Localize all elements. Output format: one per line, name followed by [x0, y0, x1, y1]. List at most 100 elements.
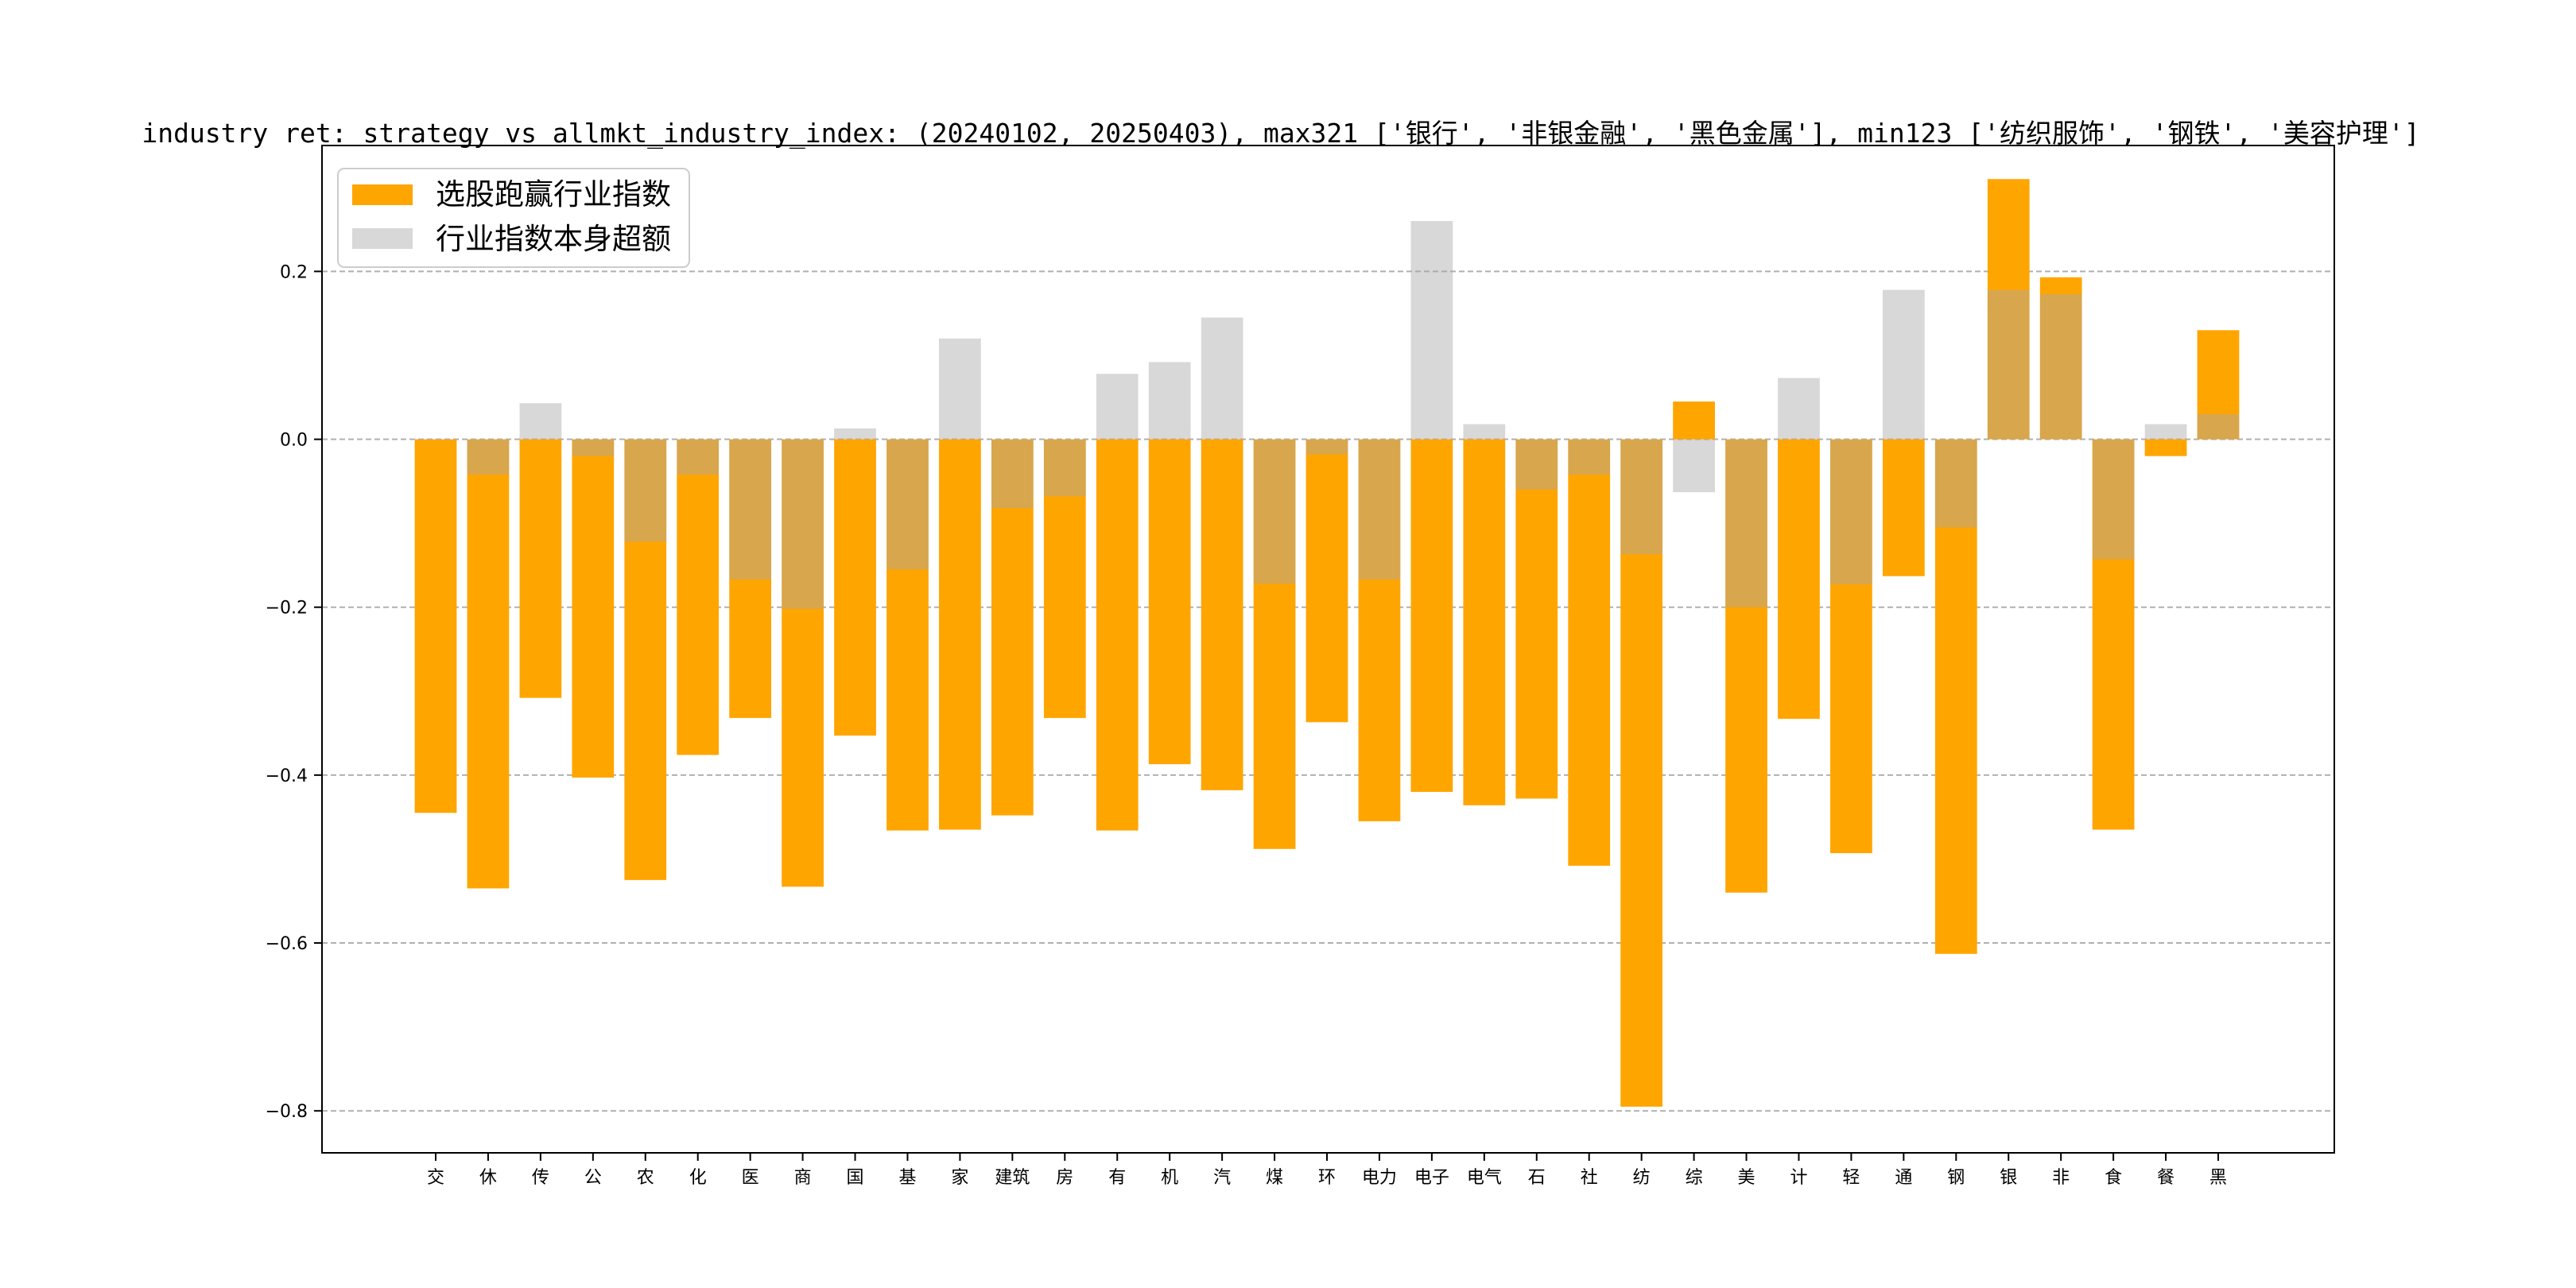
- bar-industry-银: [1987, 289, 2030, 440]
- bar-strategy-公: [572, 439, 615, 778]
- x-tick-label: 医: [742, 1168, 759, 1188]
- bar-industry-计: [1778, 378, 1820, 440]
- bar-industry-石: [1515, 439, 1558, 490]
- x-tick-label: 机: [1161, 1168, 1178, 1188]
- bar-strategy-交: [414, 439, 457, 813]
- x-tick-label: 电子: [1414, 1168, 1449, 1188]
- x-tick-label: 综: [1686, 1168, 1703, 1188]
- bar-strategy-美: [1725, 439, 1767, 893]
- x-tick-label: 基: [898, 1168, 916, 1188]
- bars: [414, 179, 2240, 1107]
- bar-strategy-商: [782, 439, 824, 887]
- x-tick-label: 银: [2000, 1168, 2017, 1188]
- x-axis: 交 休 传 公 农 化 医 商 国 基 家 建筑 房 有 机 汽 煤 环 电力 电子 电气 石 社 纺 综 美 计 轻 通 钢 银 非 食 餐 黑: [427, 1153, 2227, 1188]
- bar-strategy-基: [886, 439, 929, 831]
- bar-strategy-食: [2092, 439, 2135, 830]
- bar-strategy-机: [1148, 439, 1191, 765]
- bar-strategy-国: [834, 439, 876, 736]
- bar-strategy-电子: [1410, 439, 1453, 792]
- bar-strategy-轻: [1830, 439, 1872, 854]
- y-axis: −0.8 −0.6 −0.4 −0.2 0.0 0.2: [266, 262, 322, 1122]
- bar-strategy-传: [519, 439, 562, 698]
- bar-industry-机: [1148, 362, 1191, 440]
- bar-industry-汽: [1201, 317, 1243, 440]
- bar-strategy-电气: [1463, 439, 1506, 805]
- x-tick-label: 社: [1581, 1168, 1598, 1188]
- bar-industry-医: [729, 439, 772, 580]
- y-tick-label: 0.2: [280, 262, 308, 282]
- bar-industry-餐: [2144, 424, 2187, 440]
- bar-strategy-通: [1882, 439, 1925, 576]
- bar-industry-传: [519, 403, 562, 440]
- x-tick-label: 石: [1528, 1168, 1546, 1188]
- x-tick-label: 煤: [1266, 1168, 1283, 1188]
- bar-strategy-银: [1987, 179, 2030, 440]
- bar-strategy-非: [2039, 277, 2082, 440]
- bar-industry-商: [782, 439, 824, 609]
- legend-swatch-strategy: [352, 184, 413, 205]
- bar-industry-环: [1305, 439, 1348, 455]
- bar-strategy-石: [1515, 439, 1558, 799]
- legend-label-strategy: 选股跑赢行业指数: [436, 177, 671, 211]
- x-tick-label: 汽: [1213, 1168, 1231, 1188]
- bar-industry-基: [886, 439, 929, 570]
- bar-industry-化: [677, 439, 720, 475]
- x-tick-label: 电气: [1467, 1168, 1502, 1188]
- bar-industry-建筑: [991, 439, 1034, 509]
- x-tick-label: 食: [2105, 1168, 2122, 1188]
- bar-industry-国: [834, 428, 876, 440]
- x-tick-label: 商: [794, 1168, 812, 1188]
- bar-strategy-黑: [2197, 330, 2240, 440]
- bar-industry-非: [2039, 293, 2082, 440]
- chart-title: industry ret: strategy vs allmkt_industr…: [142, 118, 2419, 149]
- x-tick-label: 休: [479, 1168, 497, 1188]
- bar-strategy-休: [467, 439, 510, 889]
- bar-industry-煤: [1253, 439, 1296, 584]
- bar-industry-综: [1673, 439, 1715, 493]
- bar-strategy-煤: [1253, 439, 1296, 849]
- bar-strategy-房: [1043, 439, 1086, 719]
- legend-box: [337, 168, 690, 268]
- x-tick-label: 轻: [1842, 1168, 1860, 1188]
- bar-strategy-电力: [1358, 439, 1401, 821]
- bar-strategy-化: [677, 439, 720, 755]
- x-tick-label: 纺: [1633, 1168, 1651, 1188]
- y-tick-label: −0.8: [266, 1102, 308, 1122]
- x-tick-label: 美: [1738, 1168, 1755, 1188]
- x-tick-label: 房: [1056, 1168, 1073, 1188]
- x-tick-label: 农: [637, 1168, 654, 1188]
- bar-strategy-汽: [1201, 439, 1243, 790]
- x-tick-label: 传: [532, 1168, 549, 1188]
- bar-strategy-有: [1096, 439, 1139, 831]
- y-tick-label: 0.0: [280, 431, 308, 451]
- x-tick-label: 交: [427, 1168, 444, 1188]
- x-tick-label: 环: [1318, 1168, 1336, 1188]
- legend: 选股跑赢行业指数 行业指数本身超额: [337, 168, 690, 268]
- x-tick-label: 化: [689, 1168, 707, 1188]
- plot-frame: [321, 145, 2335, 1154]
- bar-strategy-医: [729, 439, 772, 719]
- legend-swatch-industry: [352, 228, 413, 249]
- bar-industry-美: [1725, 439, 1767, 607]
- x-tick-label: 家: [951, 1168, 968, 1188]
- legend-label-industry: 行业指数本身超额: [436, 222, 671, 256]
- bar-strategy-建筑: [991, 439, 1034, 816]
- bar-strategy-环: [1305, 439, 1348, 723]
- bar-industry-社: [1568, 439, 1611, 475]
- bar-industry-纺: [1620, 439, 1663, 555]
- bar-strategy-餐: [2144, 439, 2187, 456]
- bar-industry-食: [2092, 439, 2135, 560]
- bar-industry-农: [624, 439, 667, 542]
- x-tick-label: 建筑: [995, 1168, 1030, 1188]
- x-tick-label: 国: [847, 1168, 864, 1188]
- x-tick-label: 黑: [2209, 1168, 2227, 1188]
- bar-industry-休: [467, 439, 510, 475]
- x-tick-label: 非: [2052, 1168, 2070, 1188]
- bar-strategy-社: [1568, 439, 1611, 866]
- bar-strategy-农: [624, 439, 667, 880]
- y-tick-label: −0.4: [266, 766, 308, 786]
- bar-industry-家: [939, 338, 981, 440]
- bar-strategy-综: [1673, 402, 1715, 440]
- y-tick-label: −0.2: [266, 599, 308, 619]
